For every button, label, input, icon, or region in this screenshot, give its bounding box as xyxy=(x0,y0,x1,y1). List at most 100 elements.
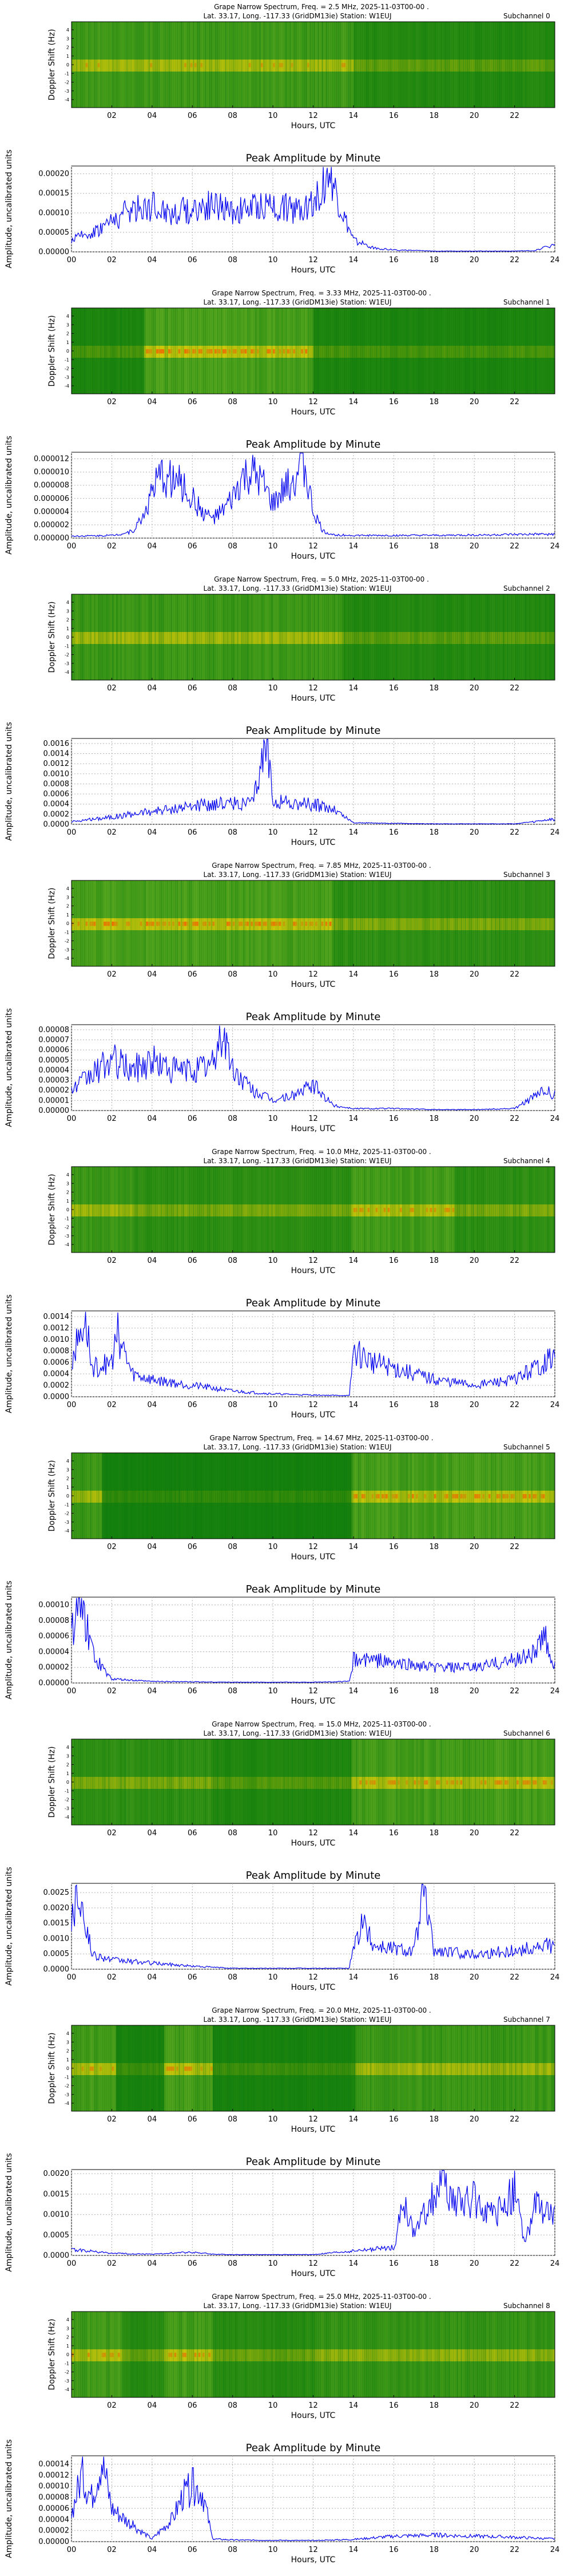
spectrogram-column xyxy=(166,308,169,394)
carrier-peak xyxy=(309,922,312,926)
amplitude-xtick-label: 16 xyxy=(389,1973,399,1982)
spectrogram-column xyxy=(192,594,195,680)
carrier-band xyxy=(506,918,509,930)
carrier-band xyxy=(509,1491,511,1503)
spectrogram-column xyxy=(458,880,461,966)
carrier-band xyxy=(148,2063,150,2075)
carrier-band xyxy=(84,2063,86,2075)
spectrogram-column xyxy=(200,594,203,680)
carrier-band xyxy=(506,1777,509,1789)
spectrogram-ytick-label: -2 xyxy=(65,1225,69,1230)
spectrogram-column xyxy=(370,2025,372,2111)
carrier-band xyxy=(452,60,455,72)
carrier-band xyxy=(549,632,551,644)
carrier-band xyxy=(176,1491,179,1503)
carrier-band xyxy=(176,1204,179,1216)
spectrogram-xtick-label: 06 xyxy=(188,1543,197,1551)
spectrogram-column xyxy=(287,880,289,966)
carrier-band xyxy=(210,1777,213,1789)
carrier-band xyxy=(335,1777,338,1789)
carrier-band xyxy=(500,1491,503,1503)
carrier-band xyxy=(311,1777,313,1789)
carrier-band xyxy=(259,1491,261,1503)
spectrogram-column xyxy=(468,1167,471,1253)
carrier-band xyxy=(387,346,390,358)
carrier-band xyxy=(526,60,529,72)
carrier-band xyxy=(295,632,297,644)
spectrogram-column xyxy=(383,2025,386,2111)
spectrogram-column xyxy=(462,308,465,394)
carrier-band xyxy=(198,60,201,72)
carrier-band xyxy=(530,2063,533,2075)
spectrogram-column xyxy=(362,2025,364,2111)
carrier-band xyxy=(216,346,219,358)
spectrogram-column xyxy=(80,2025,82,2111)
spectrogram-column xyxy=(488,1739,491,1825)
carrier-band xyxy=(92,2063,94,2075)
carrier-band xyxy=(216,918,219,930)
carrier-peak xyxy=(194,349,197,354)
subchannel-label: Subchannel 8 xyxy=(503,2302,550,2310)
carrier-band xyxy=(120,1777,122,1789)
carrier-band xyxy=(452,1777,455,1789)
carrier-peak xyxy=(301,349,304,354)
spectrogram-column xyxy=(219,2025,221,2111)
carrier-band xyxy=(124,2349,126,2361)
carrier-band xyxy=(494,346,497,358)
spectrogram-column xyxy=(440,1739,443,1825)
carrier-band xyxy=(144,2063,146,2075)
carrier-band xyxy=(406,918,408,930)
spectrogram-column xyxy=(553,1167,555,1253)
spectrogram-column xyxy=(351,880,354,966)
carrier-band xyxy=(538,1204,541,1216)
carrier-band xyxy=(227,1491,229,1503)
carrier-band xyxy=(180,2063,183,2075)
spectrogram-column xyxy=(156,2312,158,2397)
spectrogram-column xyxy=(138,308,141,394)
spectrogram-column xyxy=(293,1167,296,1253)
spectrogram-column xyxy=(362,308,364,394)
carrier-peak xyxy=(116,922,118,926)
spectrogram-column xyxy=(275,22,277,108)
carrier-band xyxy=(514,1777,517,1789)
spectrogram-column xyxy=(124,594,126,680)
spectrogram-title: Grape Narrow Spectrum, Freq. = 20.0 MHz,… xyxy=(212,2006,431,2014)
panel-group: Grape Narrow Spectrum, Freq. = 10.0 MHz,… xyxy=(5,1148,559,1420)
carrier-band xyxy=(97,918,100,930)
carrier-peak xyxy=(77,922,80,926)
carrier-band xyxy=(289,918,292,930)
spectrogram-title: Grape Narrow Spectrum, Freq. = 5.0 MHz, … xyxy=(214,575,429,583)
spectrogram-column xyxy=(426,880,428,966)
spectrogram-ytick-label: 0 xyxy=(66,635,69,640)
spectrogram-column xyxy=(403,880,406,966)
spectrogram-column xyxy=(93,308,96,394)
spectrogram-column xyxy=(113,308,116,394)
carrier-band xyxy=(422,60,424,72)
carrier-band xyxy=(468,346,471,358)
spectrogram-column xyxy=(216,2312,219,2397)
carrier-band xyxy=(101,2063,104,2075)
carrier-band xyxy=(150,1777,153,1789)
spectrogram-column xyxy=(506,22,509,108)
spectrogram-column xyxy=(406,1453,408,1539)
spectrogram-column xyxy=(335,308,338,394)
spectrogram-column xyxy=(418,594,420,680)
spectrogram-column xyxy=(164,2312,166,2397)
spectrogram-column xyxy=(105,1453,108,1539)
carrier-band xyxy=(521,1491,523,1503)
spectrogram-column xyxy=(271,1453,273,1539)
carrier-band xyxy=(176,2349,179,2361)
spectrogram-column xyxy=(478,1739,481,1825)
carrier-band xyxy=(398,346,400,358)
carrier-band xyxy=(126,346,129,358)
carrier-band xyxy=(178,1777,181,1789)
carrier-band xyxy=(533,918,535,930)
carrier-band xyxy=(533,1204,535,1216)
carrier-band xyxy=(504,1204,507,1216)
carrier-band xyxy=(329,1777,332,1789)
spectrogram-column xyxy=(146,2025,149,2111)
carrier-band xyxy=(208,632,211,644)
spectrogram-column xyxy=(263,1739,265,1825)
carrier-band xyxy=(394,632,396,644)
spectrogram-column xyxy=(333,2025,336,2111)
